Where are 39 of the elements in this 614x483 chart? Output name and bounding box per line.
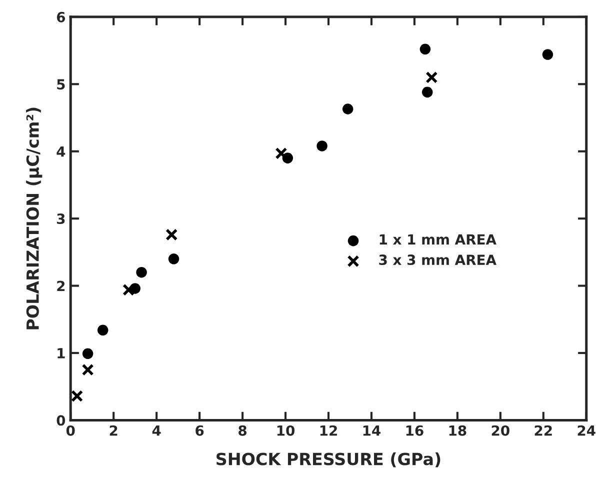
x-tick-label: 18 [449, 425, 466, 436]
y-tick-label: 6 [56, 12, 65, 22]
point [166, 228, 178, 241]
y-tick-label: 2 [57, 280, 65, 292]
x-tick-label: 10 [277, 425, 295, 436]
y-tick-label: 1 [58, 348, 65, 358]
x-tick-label: 20 [492, 425, 510, 436]
x-tick-label: 2 [110, 425, 118, 436]
x-tick-label: 6 [196, 425, 204, 436]
point [420, 44, 431, 55]
point [422, 86, 433, 98]
point [136, 266, 147, 278]
legend-label: 3 x 3 mm AREA [379, 254, 496, 266]
point [168, 254, 180, 264]
point [71, 390, 84, 402]
point [97, 324, 108, 336]
point [275, 147, 288, 160]
point [342, 104, 354, 114]
x-tick-label: 14 [363, 426, 380, 436]
x-tick-label: 12 [320, 425, 337, 436]
point [82, 348, 94, 360]
x-tick-label: 8 [238, 425, 246, 436]
x-tick-label: 4 [152, 426, 161, 436]
x-tick-label: 22 [534, 425, 552, 436]
point [316, 140, 328, 152]
y-tick-label: 5 [57, 79, 65, 90]
x-tick-label: 24 [578, 425, 596, 436]
y-tick-label: 4 [56, 146, 66, 157]
y-tick-label: 3 [57, 214, 65, 224]
x-tick-label: 16 [406, 425, 424, 436]
point [542, 49, 554, 60]
point [426, 71, 438, 84]
point [122, 284, 135, 296]
y-tick-label: 0 [56, 415, 66, 426]
x-axis-title: SHOCK PRESSURE (GPa) [216, 452, 440, 468]
y-axis-title: POLARIZATION (μC/cm²) [26, 108, 42, 330]
x-tick-label: 0 [66, 425, 75, 436]
point [82, 364, 94, 376]
legend-label: 1 x 1 mm AREA [380, 234, 496, 244]
